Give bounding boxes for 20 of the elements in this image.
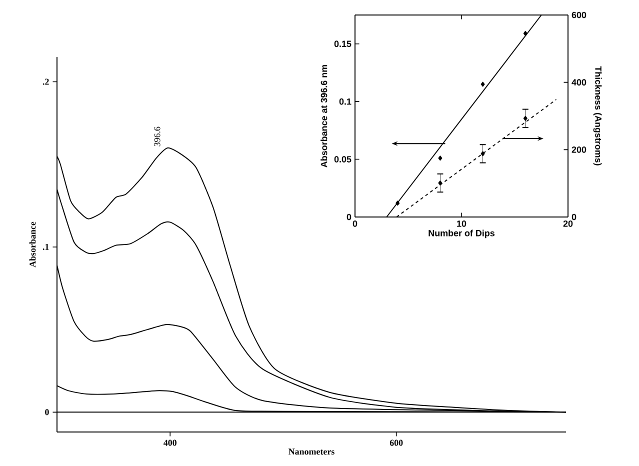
y2-tick-label: 400 <box>572 79 586 86</box>
x-tick-label: 0 <box>352 220 358 227</box>
y-axis-title: Absorbance at 396.6 nm <box>320 64 328 168</box>
y-tick-label: 0.1 <box>339 98 352 105</box>
y-tick-label: 0.15 <box>334 40 352 48</box>
x-axis-title: Number of Dips <box>428 230 495 238</box>
y2-axis-title: Thickness (Angstroms) <box>593 66 602 166</box>
x-axis-title: Nanometers <box>288 448 334 455</box>
y-tick-label: 0.05 <box>334 156 352 162</box>
x-tick-label: 20 <box>563 220 573 227</box>
y-tick-label: .1 <box>42 244 49 250</box>
y2-tick-label: 600 <box>572 12 586 18</box>
y-axis-title: Absorbance <box>29 222 36 268</box>
y-tick-label: 0 <box>346 214 352 220</box>
y2-tick-label: 200 <box>572 146 586 153</box>
y-tick-label: .2 <box>42 78 49 85</box>
annotation: 396.6 <box>154 126 160 146</box>
x-tick-label: 10 <box>457 220 466 227</box>
y2-tick-label: 0 <box>572 214 576 220</box>
y-tick-label: 0 <box>45 409 49 416</box>
